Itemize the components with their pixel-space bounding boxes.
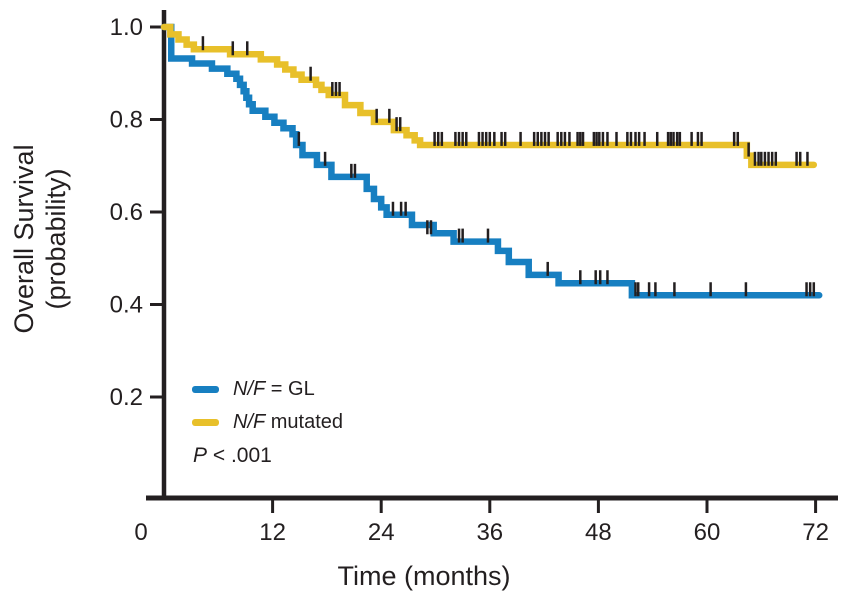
legend: N/F = GL N/F mutated: [192, 376, 343, 442]
survival-curve-mutated: [160, 23, 818, 169]
x-tick-label: 72: [802, 519, 829, 546]
legend-item-gl: N/F = GL: [192, 376, 343, 402]
x-tick-label: 12: [259, 519, 286, 546]
x-tick-label: 24: [368, 519, 395, 546]
y-tick-label: 0.6: [110, 199, 143, 226]
x-axis-title-text: Time (months): [337, 561, 511, 591]
censor-marks: [201, 36, 816, 297]
p-value-annotation: P < .001: [193, 444, 272, 467]
x-tick-label: 0: [134, 519, 147, 546]
survival-curve-gl: [160, 23, 823, 299]
legend-label-gl: N/F = GL: [233, 377, 315, 400]
axes: [146, 10, 838, 513]
y-tick-label: 1.0: [110, 14, 143, 41]
y-tick-label: 0.8: [110, 107, 143, 134]
x-tick-label: 36: [476, 519, 503, 546]
legend-item-mutated: N/F mutated: [192, 409, 343, 435]
x-tick-label: 48: [585, 519, 612, 546]
survival-curves: [160, 23, 823, 299]
legend-swatch-gl: [192, 385, 219, 393]
legend-label-mutated: N/F mutated: [233, 410, 344, 433]
y-tick-label: 0.4: [110, 292, 143, 319]
y-tick-label: 0.2: [110, 384, 143, 411]
tick-labels: 0 12 24 36 48 60 72 0.2 0.4 0.6 0.8 1.0: [110, 14, 829, 546]
legend-swatch-mutated: [192, 418, 219, 426]
y-axis-title-line1: Overall Survival: [9, 144, 39, 334]
x-tick-label: 60: [694, 519, 721, 546]
y-axis-title: Overall Survival (probability): [8, 0, 72, 489]
x-axis-title: Time (months): [0, 561, 844, 592]
y-axis-title-line2: (probability): [41, 168, 71, 310]
